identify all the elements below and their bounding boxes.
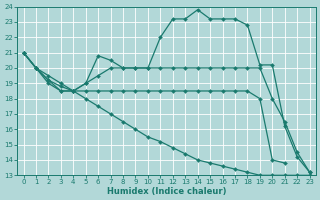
X-axis label: Humidex (Indice chaleur): Humidex (Indice chaleur) bbox=[107, 187, 226, 196]
